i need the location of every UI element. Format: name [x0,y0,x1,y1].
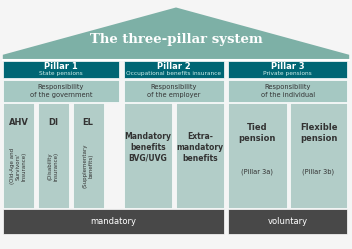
Bar [3,61,119,78]
Text: DI: DI [48,118,58,127]
Text: EL: EL [83,118,94,127]
Text: AHV: AHV [8,118,29,127]
Bar [228,61,347,78]
Text: Private pensions: Private pensions [263,71,312,76]
Bar [228,80,347,102]
Text: (Disability
insurance): (Disability insurance) [48,152,59,181]
Bar [124,61,224,78]
Text: Occupational benefits insurance: Occupational benefits insurance [126,71,221,76]
Bar [124,103,172,208]
Text: Pillar 2: Pillar 2 [157,62,191,71]
Text: voluntary: voluntary [268,217,308,226]
Bar [176,103,224,208]
Bar [73,103,104,208]
Text: Responsibility
of the government: Responsibility of the government [30,84,92,98]
Bar [3,103,34,208]
Text: (Supplementary
benefits): (Supplementary benefits) [83,144,94,188]
Text: The three-pillar system: The three-pillar system [90,33,262,46]
Text: (Pillar 3a): (Pillar 3a) [241,168,273,175]
Polygon shape [3,7,349,60]
Text: Extra-
mandatory
benefits: Extra- mandatory benefits [176,132,223,163]
Text: State pensions: State pensions [39,71,83,76]
Bar [290,103,347,208]
Text: Responsibility
of the individual: Responsibility of the individual [260,84,315,98]
Text: Pillar 3: Pillar 3 [271,62,304,71]
Bar [228,209,347,234]
Text: Flexible
pension: Flexible pension [300,123,337,143]
Text: (Old-Age and
Survivors'
Insurance): (Old-Age and Survivors' Insurance) [10,148,27,184]
Bar [3,209,224,234]
Bar [38,103,69,208]
Bar [124,80,224,102]
Text: (Pillar 3b): (Pillar 3b) [302,168,335,175]
Text: mandatory: mandatory [90,217,136,226]
Text: Mandatory
benefits
BVG/UVG: Mandatory benefits BVG/UVG [125,132,171,163]
Bar [3,80,119,102]
Text: Pillar 1: Pillar 1 [44,62,78,71]
Bar [228,103,287,208]
Text: Responsibility
of the employer: Responsibility of the employer [147,84,201,98]
Text: Tied
pension: Tied pension [239,123,276,143]
